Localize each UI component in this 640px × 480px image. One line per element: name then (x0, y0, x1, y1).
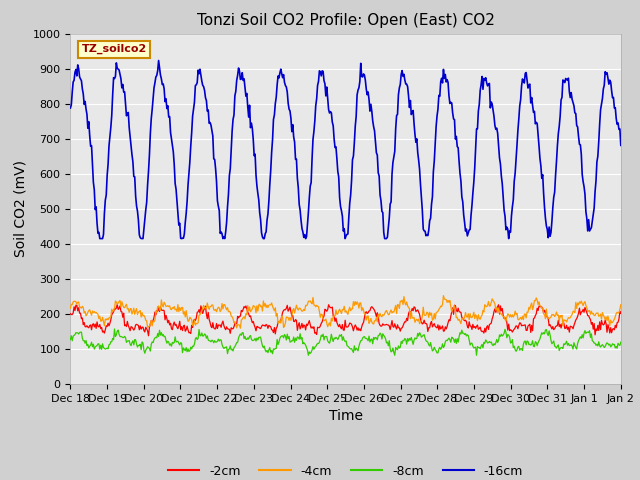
-16cm (155, 58, 163, 63)
-2cm (393, 326, 401, 332)
-2cm (483, 324, 490, 330)
-4cm (208, 302, 216, 308)
-2cm (145, 333, 152, 338)
-2cm (317, 321, 325, 326)
-8cm (209, 338, 217, 344)
-16cm (96, 236, 104, 241)
-2cm (166, 322, 173, 328)
-16cm (166, 114, 173, 120)
-4cm (164, 303, 172, 309)
-2cm (436, 323, 444, 329)
Title: Tonzi Soil CO2 Profile: Open (East) CO2: Tonzi Soil CO2 Profile: Open (East) CO2 (196, 13, 495, 28)
-8cm (617, 339, 625, 345)
-4cm (237, 325, 244, 331)
-8cm (305, 352, 312, 358)
-4cm (392, 302, 399, 308)
-8cm (111, 326, 118, 332)
-4cm (483, 304, 490, 310)
-16cm (317, 73, 325, 79)
-4cm (317, 314, 324, 320)
-4cm (67, 305, 74, 311)
Text: TZ_soilco2: TZ_soilco2 (81, 44, 147, 54)
Legend: -2cm, -4cm, -8cm, -16cm: -2cm, -4cm, -8cm, -16cm (163, 460, 528, 480)
-16cm (393, 113, 401, 119)
-4cm (435, 307, 443, 312)
-16cm (67, 105, 74, 111)
-8cm (393, 346, 401, 352)
-4cm (617, 302, 625, 308)
-8cm (165, 339, 173, 345)
-2cm (210, 325, 218, 331)
X-axis label: Time: Time (328, 409, 363, 423)
-16cm (436, 93, 444, 99)
Y-axis label: Soil CO2 (mV): Soil CO2 (mV) (13, 160, 27, 257)
-16cm (617, 143, 625, 148)
-8cm (436, 345, 444, 350)
-2cm (617, 311, 625, 316)
Line: -4cm: -4cm (70, 296, 621, 328)
-16cm (210, 156, 218, 162)
-16cm (483, 80, 490, 86)
-2cm (67, 311, 74, 317)
-8cm (483, 338, 490, 344)
-2cm (113, 301, 121, 307)
Line: -16cm: -16cm (70, 60, 621, 239)
Line: -2cm: -2cm (70, 304, 621, 336)
Line: -8cm: -8cm (70, 329, 621, 355)
-8cm (67, 336, 74, 342)
-8cm (317, 332, 325, 338)
-4cm (440, 293, 447, 299)
